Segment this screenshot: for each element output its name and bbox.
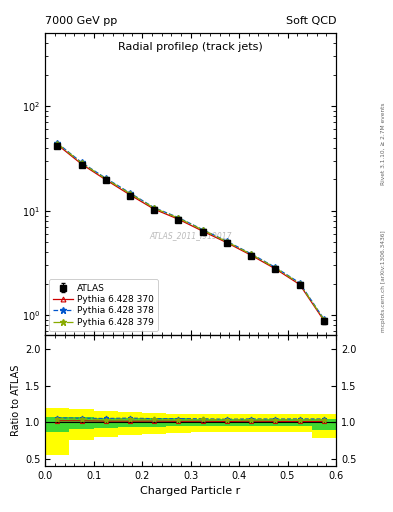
Text: ATLAS_2011_I919017: ATLAS_2011_I919017: [149, 231, 232, 240]
Pythia 6.428 379: [79, 160, 84, 166]
Text: Rivet 3.1.10, ≥ 2.7M events: Rivet 3.1.10, ≥ 2.7M events: [381, 102, 386, 185]
Line: Pythia 6.428 378: Pythia 6.428 378: [54, 140, 327, 322]
Pythia 6.428 379: [298, 281, 302, 287]
Line: Pythia 6.428 370: Pythia 6.428 370: [55, 142, 326, 323]
Pythia 6.428 379: [128, 190, 132, 197]
Pythia 6.428 378: [225, 238, 230, 244]
Pythia 6.428 370: [298, 282, 302, 288]
Pythia 6.428 370: [103, 177, 108, 183]
Pythia 6.428 370: [128, 192, 132, 198]
Pythia 6.428 379: [200, 227, 205, 233]
Pythia 6.428 378: [103, 175, 108, 181]
Pythia 6.428 378: [176, 215, 181, 221]
Pythia 6.428 379: [225, 239, 230, 245]
Pythia 6.428 378: [55, 140, 60, 146]
Text: 7000 GeV pp: 7000 GeV pp: [45, 16, 118, 26]
Pythia 6.428 370: [225, 240, 230, 246]
Pythia 6.428 370: [176, 216, 181, 222]
Pythia 6.428 379: [321, 316, 326, 323]
Pythia 6.428 379: [55, 140, 60, 146]
Pythia 6.428 378: [273, 264, 278, 270]
Pythia 6.428 370: [273, 266, 278, 272]
Text: mcplots.cern.ch [arXiv:1306.3436]: mcplots.cern.ch [arXiv:1306.3436]: [381, 231, 386, 332]
Pythia 6.428 370: [321, 317, 326, 324]
Pythia 6.428 379: [273, 265, 278, 271]
Pythia 6.428 370: [79, 161, 84, 167]
Pythia 6.428 378: [321, 316, 326, 322]
Pythia 6.428 379: [249, 251, 253, 258]
Pythia 6.428 378: [200, 227, 205, 233]
Pythia 6.428 378: [128, 190, 132, 196]
Line: Pythia 6.428 379: Pythia 6.428 379: [54, 140, 327, 323]
Pythia 6.428 378: [79, 159, 84, 165]
Pythia 6.428 378: [298, 280, 302, 286]
Pythia 6.428 370: [200, 228, 205, 234]
Legend: ATLAS, Pythia 6.428 370, Pythia 6.428 378, Pythia 6.428 379: ATLAS, Pythia 6.428 370, Pythia 6.428 37…: [49, 280, 158, 331]
Y-axis label: Ratio to ATLAS: Ratio to ATLAS: [11, 365, 21, 436]
X-axis label: Charged Particle r: Charged Particle r: [140, 486, 241, 496]
Text: Soft QCD: Soft QCD: [286, 16, 336, 26]
Pythia 6.428 378: [249, 251, 253, 257]
Pythia 6.428 378: [152, 205, 156, 211]
Pythia 6.428 379: [103, 176, 108, 182]
Pythia 6.428 370: [55, 141, 60, 147]
Pythia 6.428 370: [249, 252, 253, 259]
Pythia 6.428 379: [176, 215, 181, 221]
Pythia 6.428 370: [152, 206, 156, 212]
Pythia 6.428 379: [152, 205, 156, 211]
Text: Radial profileρ (track jets): Radial profileρ (track jets): [118, 42, 263, 52]
